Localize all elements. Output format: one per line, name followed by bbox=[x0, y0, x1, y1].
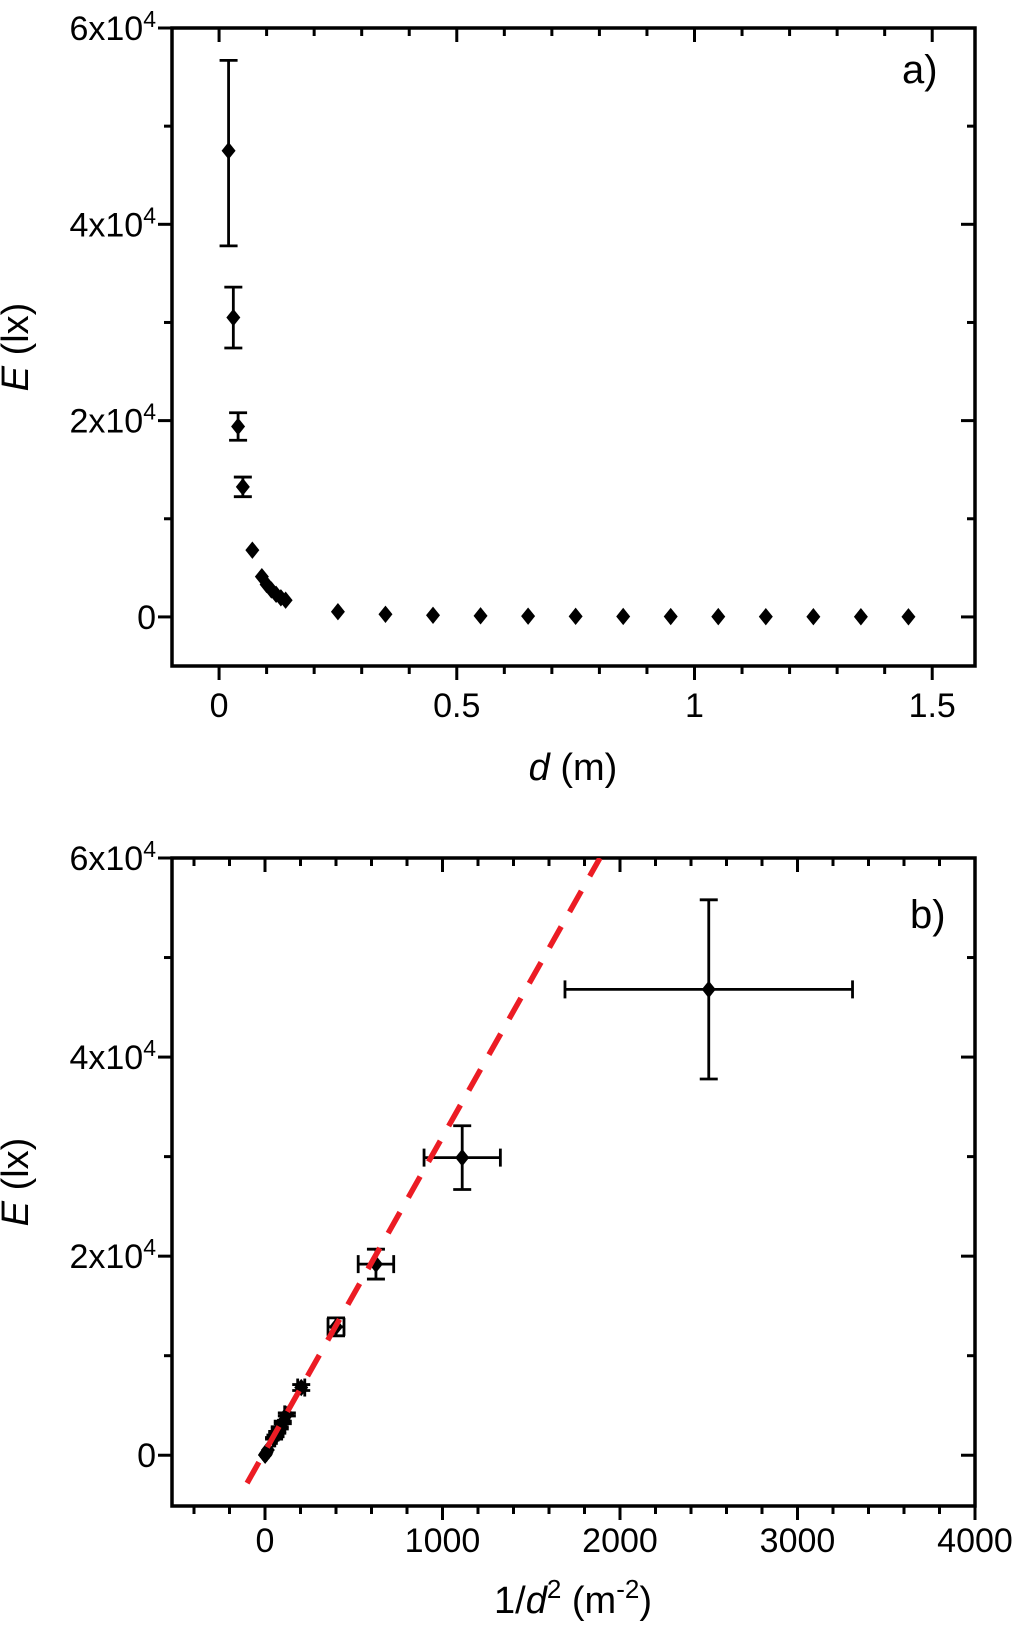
y-tick-label: 0 bbox=[137, 599, 156, 637]
data-point-diamond bbox=[616, 607, 631, 626]
linear-fit-dashed-line bbox=[244, 858, 603, 1485]
x-axis-label: d (m) bbox=[529, 747, 618, 789]
data-point-diamond bbox=[221, 141, 236, 160]
x-axis-label: 1/d2 (m-2) bbox=[494, 1574, 652, 1622]
data-point-diamond bbox=[231, 417, 246, 436]
data-point-diamond bbox=[254, 567, 269, 586]
data-point-diamond bbox=[258, 1446, 273, 1464]
y-tick-label: 6x104 bbox=[69, 6, 156, 48]
data-point-diamond bbox=[853, 608, 868, 626]
plot-b-frame bbox=[170, 856, 977, 1508]
fit-line-group bbox=[244, 858, 603, 1485]
data-point-diamond bbox=[758, 607, 773, 626]
x-tick-label: 1 bbox=[685, 687, 704, 725]
x-tick-label: 1000 bbox=[405, 1522, 481, 1560]
data-point-diamond bbox=[521, 607, 536, 625]
data-point-diamond bbox=[235, 478, 250, 496]
data-point-diamond bbox=[330, 603, 345, 621]
plot-b-canvas: 0 1000 2000 3000 4000 0 2x104 4x104 6x104 1/d2 (m… bbox=[0, 836, 1013, 1622]
panel-label-b: b) bbox=[910, 893, 946, 937]
x-tick-label: 1.5 bbox=[909, 687, 956, 725]
data-point-diamond bbox=[279, 1405, 294, 1424]
data-point-diamond bbox=[259, 575, 274, 594]
x-tick-label: 2000 bbox=[582, 1522, 658, 1560]
plot-a-frame bbox=[170, 26, 977, 668]
y-axis-label: E (lx) bbox=[0, 303, 37, 392]
data-point-diamond bbox=[245, 541, 260, 559]
plot-b: 0 1000 2000 3000 4000 0 2x104 4x104 6x104 1/d2 (m… bbox=[0, 836, 1013, 1622]
plot-b-tick-labels: 0 1000 2000 3000 4000 0 2x104 4x104 6x104 bbox=[69, 836, 1012, 1560]
data-point-diamond bbox=[806, 608, 821, 626]
y-tick-label: 0 bbox=[137, 1437, 156, 1475]
x-tick-label: 0 bbox=[210, 687, 229, 725]
data-point-diamond bbox=[473, 607, 488, 625]
data-point-diamond bbox=[901, 608, 916, 626]
data-point-diamond bbox=[701, 980, 716, 999]
data-point-diamond bbox=[378, 605, 393, 623]
data-point-diamond bbox=[226, 308, 241, 327]
x-tick-label: 3000 bbox=[760, 1522, 836, 1560]
y-axis-label: E (lx) bbox=[0, 1138, 37, 1227]
plot-a-ticks bbox=[158, 26, 975, 680]
data-point-diamond bbox=[278, 591, 293, 609]
plot-a-markers bbox=[221, 141, 916, 626]
data-point-diamond bbox=[711, 607, 726, 626]
plot-b-ticks bbox=[158, 856, 977, 1520]
data-point-diamond bbox=[275, 1413, 290, 1432]
plot-a: 0 0.5 1 1.5 0 2x104 4x104 6x104 d (m) E (lx) a) bbox=[0, 6, 977, 789]
y-tick-label: 6x104 bbox=[69, 836, 156, 878]
data-point-diamond bbox=[426, 606, 441, 625]
plot-a-canvas: 0 0.5 1 1.5 0 2x104 4x104 6x104 d (m) E (lx) bbox=[0, 6, 977, 789]
data-point-diamond bbox=[663, 607, 678, 626]
x-tick-label: 0.5 bbox=[433, 687, 480, 725]
panel-label-a: a) bbox=[902, 48, 938, 92]
y-tick-label: 2x104 bbox=[69, 399, 156, 441]
data-point-diamond bbox=[568, 607, 583, 626]
data-point-diamond bbox=[294, 1378, 309, 1397]
y-tick-label: 4x104 bbox=[69, 1035, 156, 1077]
x-tick-label: 0 bbox=[256, 1522, 275, 1560]
x-tick-label: 4000 bbox=[937, 1522, 1013, 1560]
y-tick-label: 4x104 bbox=[69, 202, 156, 244]
y-tick-label: 2x104 bbox=[69, 1234, 156, 1276]
plot-a-tick-labels: 0 0.5 1 1.5 0 2x104 4x104 6x104 bbox=[69, 6, 955, 725]
plot-b-error-bars bbox=[265, 898, 854, 1448]
data-point-diamond bbox=[455, 1148, 470, 1167]
